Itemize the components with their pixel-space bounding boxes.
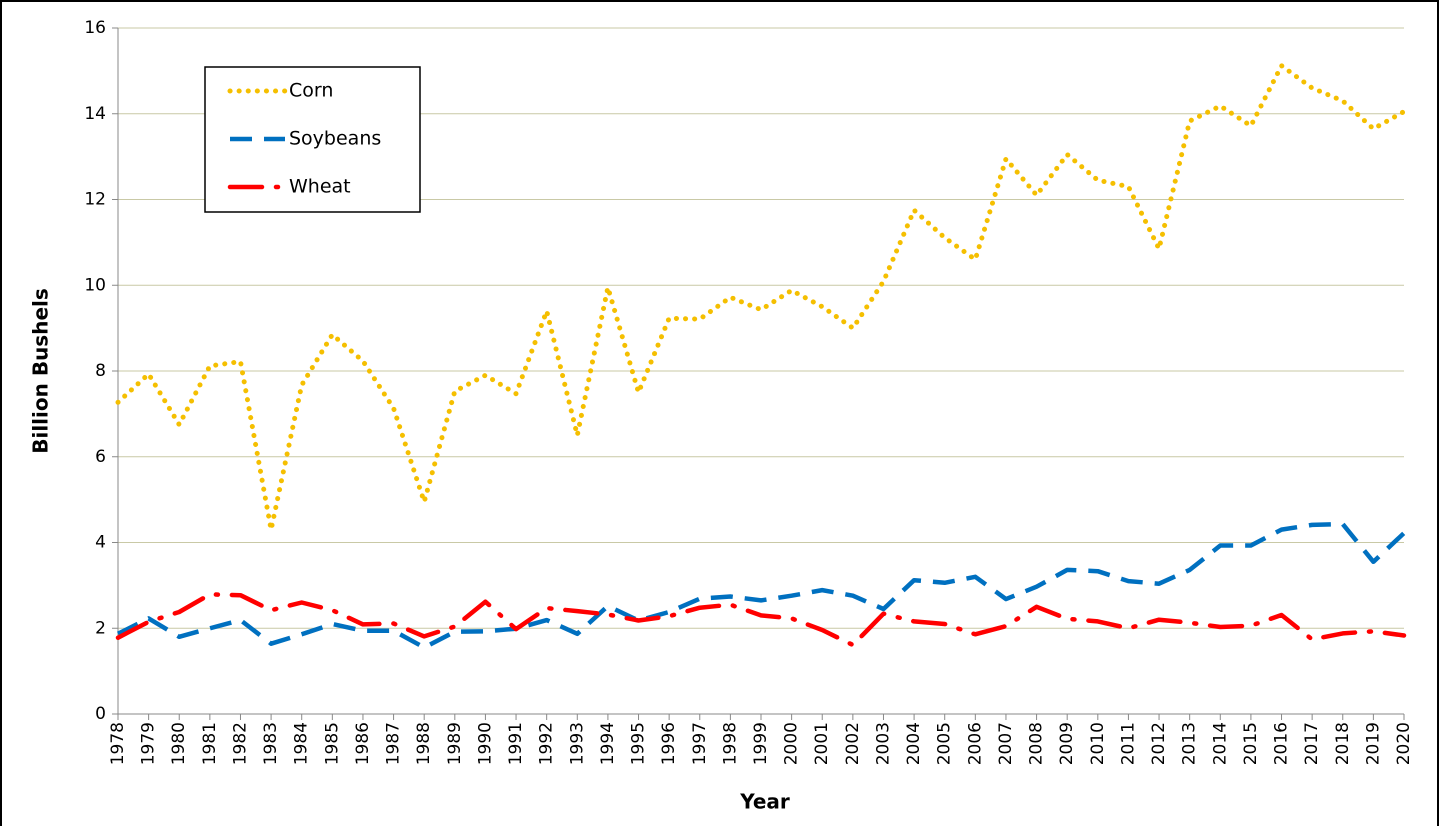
x-tick-label: 1992 (537, 722, 557, 765)
x-tick-label: 1980 (169, 722, 189, 765)
x-tick-label: 1982 (230, 722, 250, 765)
x-tick-label: 2012 (1149, 722, 1169, 765)
x-tick-label: 1979 (139, 722, 159, 765)
y-tick-label: 14 (84, 104, 106, 124)
x-tick-label: 1998 (720, 722, 740, 765)
x-tick-label: 2002 (843, 722, 863, 765)
x-axis-title: Year (739, 790, 790, 814)
x-tick-label: 1991 (506, 722, 526, 765)
y-tick-label: 10 (84, 275, 106, 295)
y-axis-title: Billion Bushels (29, 288, 53, 454)
y-tick-label: 8 (95, 361, 106, 381)
x-tick-label: 2005 (935, 722, 955, 765)
x-tick-label: 2018 (1333, 722, 1353, 765)
x-tick-label: 1984 (292, 722, 312, 765)
legend-label: Soybeans (289, 128, 381, 150)
y-tick-label: 4 (95, 533, 106, 553)
x-tick-label: 1990 (475, 722, 495, 765)
series-line (115, 63, 1407, 533)
x-tick-label: 1999 (751, 722, 771, 765)
x-tick-label: 2017 (1302, 722, 1322, 765)
x-tick-label: 2020 (1394, 722, 1414, 765)
x-tick-label: 1985 (322, 722, 342, 765)
x-tick-label: 2015 (1241, 722, 1261, 765)
x-tick-label: 2011 (1118, 722, 1138, 765)
x-tick-label: 2001 (812, 722, 832, 765)
x-tick-label: 2016 (1272, 722, 1292, 765)
x-tick-label: 1995 (629, 722, 649, 765)
x-tick-label: 2014 (1210, 722, 1230, 765)
x-tick-label: 1993 (567, 722, 587, 765)
x-tick-label: 2006 (965, 722, 985, 765)
x-tick-label: 2009 (1057, 722, 1077, 765)
x-tick-label: 2004 (904, 722, 924, 765)
legend: Corn Soybeans Wheat (204, 66, 421, 213)
y-tick-label: 0 (95, 704, 106, 724)
y-tick-label: 12 (84, 190, 106, 210)
x-tick-label: 2007 (996, 722, 1016, 765)
x-tick-label: 1981 (200, 722, 220, 765)
x-tick-label: 2008 (1027, 722, 1047, 765)
x-tick-label: 1988 (414, 722, 434, 765)
x-tick-label: 1986 (353, 722, 373, 765)
x-tick-label: 1987 (384, 722, 404, 765)
x-tick-label: 1996 (659, 722, 679, 765)
legend-label: Wheat (289, 176, 351, 198)
x-tick-label: 1989 (445, 722, 465, 765)
x-tick-label: 2019 (1363, 722, 1383, 765)
series-line (116, 521, 1406, 650)
x-tick-label: 1997 (690, 722, 710, 765)
x-tick-label: 1978 (108, 722, 128, 765)
x-tick-label: 2010 (1088, 722, 1108, 765)
series-line (115, 592, 1407, 648)
x-tick-label: 2013 (1180, 722, 1200, 765)
x-tick-label: 2003 (873, 722, 893, 765)
y-tick-label: 16 (84, 18, 106, 38)
x-tick-label: 1983 (261, 722, 281, 765)
y-tick-label: 6 (95, 447, 106, 467)
x-tick-label: 1994 (598, 722, 618, 765)
x-tick-label: 2000 (782, 722, 802, 765)
legend-label: Corn (289, 80, 333, 102)
y-tick-label: 2 (95, 618, 106, 638)
